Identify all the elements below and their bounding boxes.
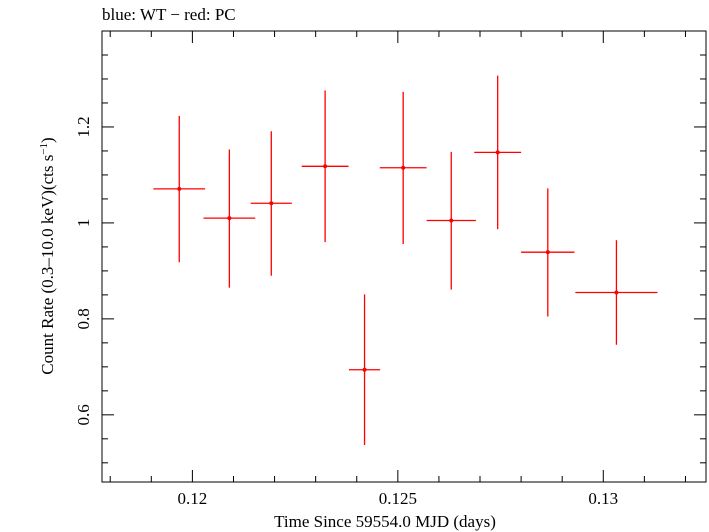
point-marker xyxy=(227,216,232,221)
y-axis-label-main: Count Rate (0.3–10.0 keV)(cts s xyxy=(38,155,57,375)
data-point xyxy=(250,131,292,276)
point-marker xyxy=(269,201,274,206)
x-tick-label: 0.12 xyxy=(178,489,208,508)
y-tick-label: 0.8 xyxy=(74,308,93,329)
point-marker xyxy=(449,218,454,223)
point-marker xyxy=(495,150,500,155)
axis-tick-labels: 0.12 0.125 0.13 0.6 0.8 1 1.2 xyxy=(74,116,618,508)
y-axis-label: Count Rate (0.3–10.0 keV)(cts s−1) xyxy=(38,137,57,374)
data-point xyxy=(575,240,658,345)
plot-frame xyxy=(101,30,707,483)
axis-ticks xyxy=(102,30,706,482)
data-point xyxy=(348,294,381,446)
point-marker xyxy=(362,367,367,372)
data-point xyxy=(153,115,206,263)
y-tick-label: 0.6 xyxy=(74,404,93,425)
point-marker xyxy=(177,186,182,191)
data-point xyxy=(521,188,575,317)
y-tick-label: 1.2 xyxy=(74,116,93,137)
x-tick-label: 0.13 xyxy=(588,489,618,508)
y-axis-label-superscript: −1 xyxy=(38,143,50,155)
y-axis-label-tail: ) xyxy=(38,137,57,143)
data-point xyxy=(474,75,522,230)
y-tick-label: 1 xyxy=(74,219,93,228)
point-marker xyxy=(401,165,406,170)
data-points xyxy=(153,75,658,446)
data-point xyxy=(301,90,349,243)
x-tick-label: 0.125 xyxy=(379,489,417,508)
data-point xyxy=(203,149,256,288)
point-marker xyxy=(614,290,619,295)
data-point xyxy=(379,91,427,245)
chart-title: blue: WT − red: PC xyxy=(102,5,236,24)
data-point xyxy=(426,151,476,290)
point-marker xyxy=(545,250,550,255)
x-axis-label: Time Since 59554.0 MJD (days) xyxy=(274,512,496,531)
point-marker xyxy=(323,164,328,169)
